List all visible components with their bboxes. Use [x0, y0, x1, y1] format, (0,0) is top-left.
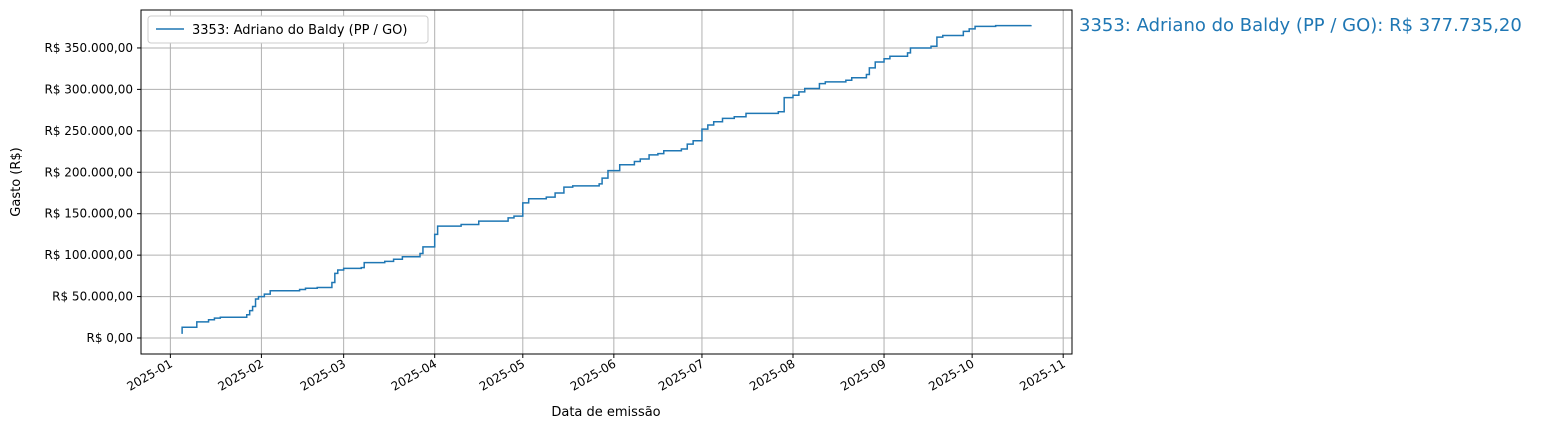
y-tick-label: R$ 200.000,00	[45, 165, 134, 179]
legend: 3353: Adriano do Baldy (PP / GO)	[147, 15, 429, 44]
y-tick-label: R$ 150.000,00	[45, 207, 134, 221]
x-tick-label: 2025-07	[656, 356, 706, 393]
total-annotation: 3353: Adriano do Baldy (PP / GO): R$ 377…	[1079, 15, 1522, 36]
y-tick-label: R$ 300.000,00	[45, 82, 134, 96]
series-line	[181, 24, 1032, 334]
y-tick-label: R$ 350.000,00	[45, 41, 134, 55]
x-tick-label: 2025-03	[298, 356, 348, 393]
y-tick-label: R$ 50.000,00	[52, 290, 133, 304]
x-tick-label: 2025-11	[1017, 356, 1067, 393]
x-tick-label: 2025-10	[926, 356, 976, 393]
y-axis-ticks: R$ 0,00 R$ 50.000,00 R$ 100.000,00 R$ 150.0…	[45, 41, 141, 345]
y-tick-label: R$ 100.000,00	[45, 248, 134, 262]
x-tick-label: 2025-02	[215, 356, 265, 393]
legend-label: 3353: Adriano do Baldy (PP / GO)	[192, 23, 407, 38]
grid	[141, 10, 1072, 354]
x-tick-label: 2025-06	[568, 356, 618, 393]
x-tick-label: 2025-01	[124, 356, 174, 393]
x-axis-label: Data de emissão	[551, 405, 660, 420]
y-tick-label: R$ 250.000,00	[45, 124, 134, 138]
x-axis-ticks: 2025-01 2025-02 2025-03 2025-04 2025-05 2025-…	[124, 354, 1068, 394]
x-tick-label: 2025-04	[389, 356, 439, 393]
x-tick-label: 2025-05	[477, 356, 527, 393]
x-tick-label: 2025-08	[747, 356, 797, 393]
x-tick-label: 2025-09	[838, 356, 888, 393]
y-tick-label: R$ 0,00	[86, 331, 133, 345]
y-axis-label: Gasto (R$)	[9, 147, 24, 216]
plot-frame	[140, 9, 1073, 355]
